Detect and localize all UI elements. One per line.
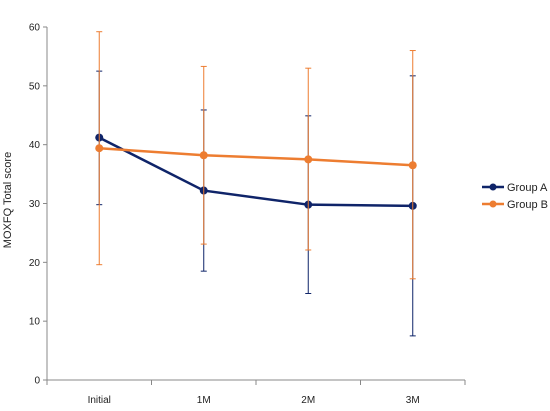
data-point xyxy=(408,161,417,170)
x-tick-label: 3M xyxy=(406,395,420,406)
series-group-b xyxy=(95,31,417,280)
series-line xyxy=(98,136,413,208)
data-point xyxy=(95,144,104,153)
legend-item-group-b: Group B xyxy=(482,199,548,211)
chart-axes: 0 10 20 30 40 50 60 Initial 1M 2M 3M xyxy=(29,23,466,406)
x-tick-label: Initial xyxy=(88,395,111,406)
y-tick-label: 10 xyxy=(29,317,41,328)
x-tick-label: 1M xyxy=(197,395,211,406)
data-point xyxy=(199,151,208,160)
y-tick-label: 40 xyxy=(29,140,41,151)
legend-label: Group B xyxy=(507,199,548,211)
legend-label: Group A xyxy=(507,182,548,194)
legend-swatch-marker xyxy=(489,183,497,191)
y-tick-label: 60 xyxy=(29,23,41,34)
series-line xyxy=(99,146,413,167)
x-tick-label: 2M xyxy=(301,395,315,406)
y-tick-label: 30 xyxy=(29,199,41,210)
y-tick-label: 0 xyxy=(34,376,40,387)
y-axis-title: MOXFQ Total score xyxy=(2,152,14,248)
series-group-a xyxy=(95,70,417,337)
legend-swatch-marker xyxy=(489,200,497,208)
series-layer xyxy=(95,31,417,337)
y-tick-label: 20 xyxy=(29,258,41,269)
y-tick-label: 50 xyxy=(29,81,41,92)
data-point xyxy=(304,155,313,164)
legend-item-group-a: Group A xyxy=(482,182,548,194)
chart-legend: Group A Group B xyxy=(482,182,548,211)
